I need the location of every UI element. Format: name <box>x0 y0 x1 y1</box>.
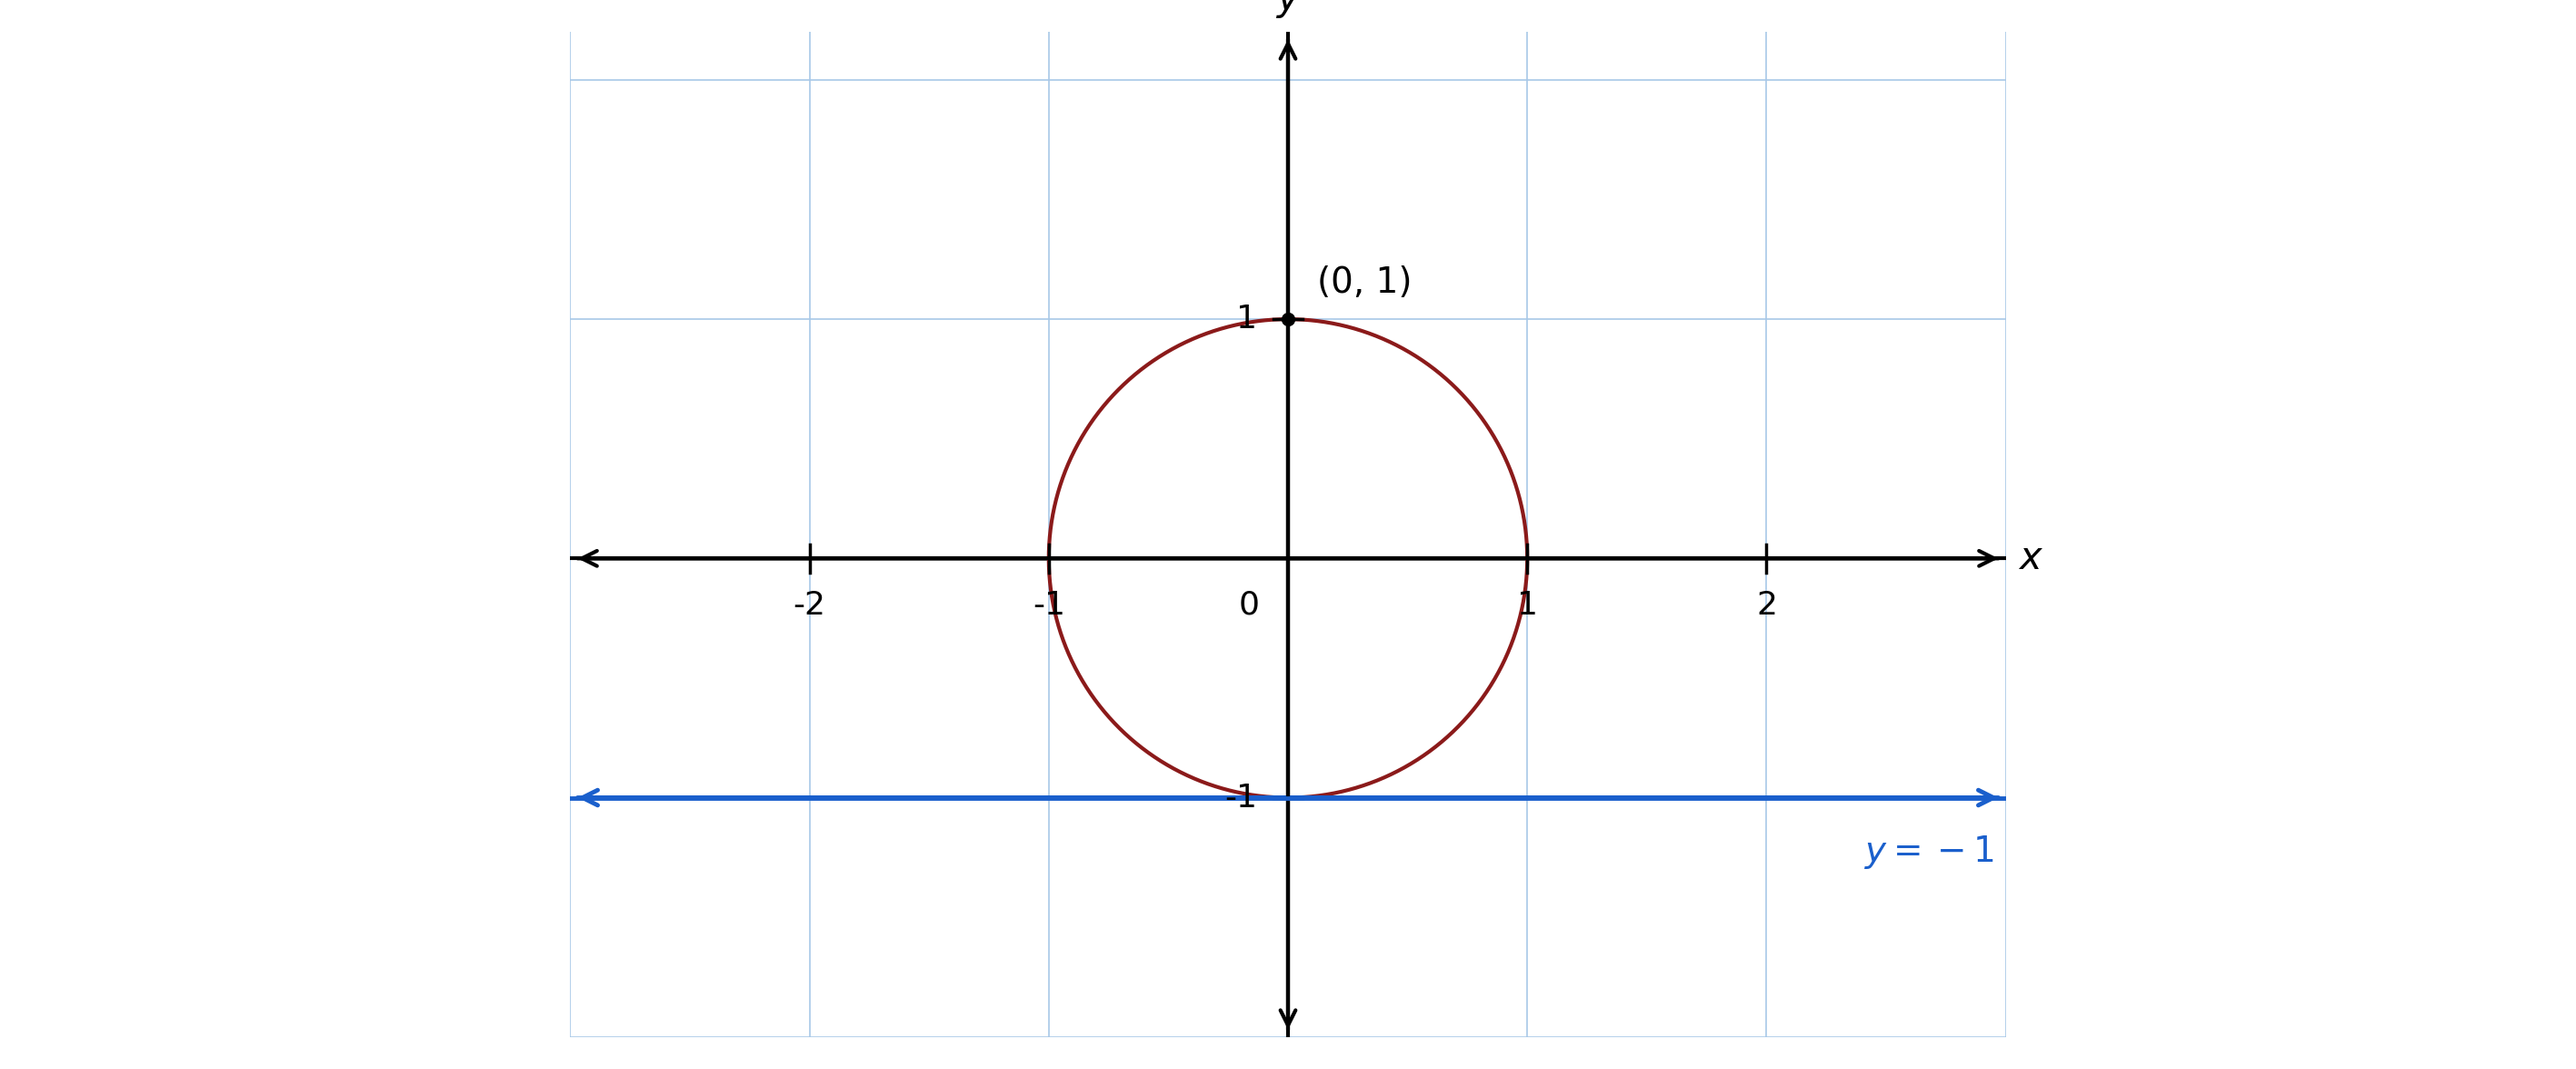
Text: 2: 2 <box>1757 589 1777 620</box>
Text: (0, 1): (0, 1) <box>1316 265 1412 300</box>
Text: 1: 1 <box>1236 304 1257 335</box>
Text: -1: -1 <box>1033 589 1064 620</box>
Text: $x$: $x$ <box>2017 540 2043 577</box>
Text: -1: -1 <box>1224 783 1257 814</box>
Text: $y = -1$: $y = -1$ <box>1865 834 1994 871</box>
Text: 0: 0 <box>1239 589 1260 620</box>
Text: -2: -2 <box>793 589 827 620</box>
Text: $y$: $y$ <box>1275 0 1301 20</box>
Text: 1: 1 <box>1517 589 1538 620</box>
